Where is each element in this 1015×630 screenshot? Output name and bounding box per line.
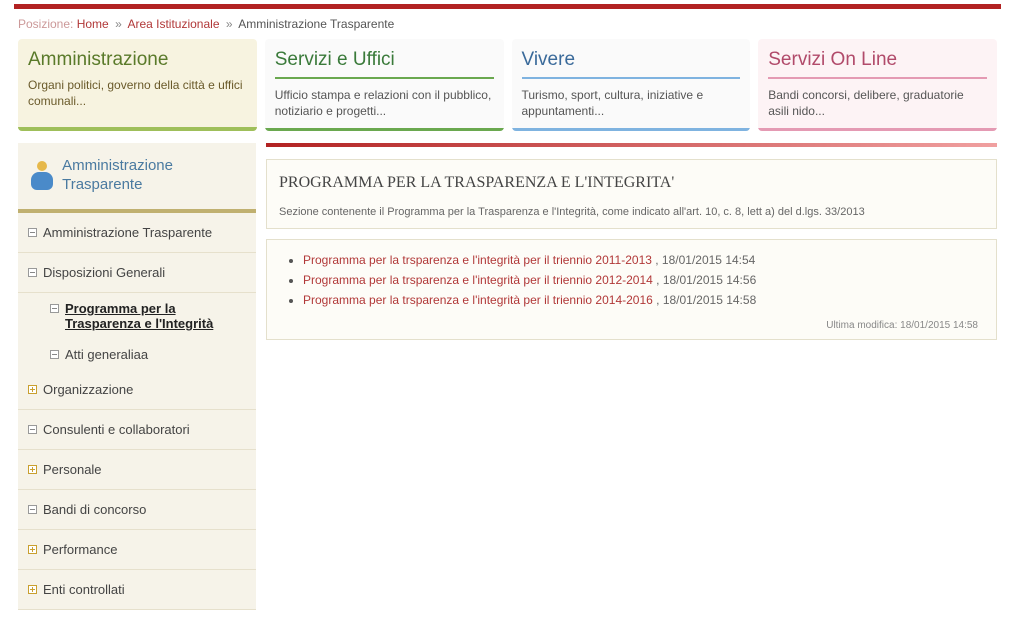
card-body: Ufficio stampa e relazioni con il pubbli… bbox=[275, 87, 494, 119]
sidebar-subitem[interactable]: Atti generaliaa bbox=[44, 339, 256, 370]
content-header-box: PROGRAMMA PER LA TRASPARENZA E L'INTEGRI… bbox=[266, 159, 997, 229]
page-description: Sezione contenente il Programma per la T… bbox=[279, 206, 984, 218]
sidebar-item[interactable]: Bandi di concorso bbox=[18, 490, 256, 530]
collapse-icon[interactable] bbox=[28, 268, 37, 277]
breadcrumb-sep: » bbox=[115, 17, 122, 31]
sidebar-subitem[interactable]: Programma per la Trasparenza e l'Integri… bbox=[44, 293, 256, 339]
card-body: Turismo, sport, cultura, iniziative e ap… bbox=[522, 87, 741, 119]
document-link[interactable]: Programma per la trsparenza e l'integrit… bbox=[303, 253, 652, 267]
document-date: , 18/01/2015 14:56 bbox=[653, 273, 756, 287]
card-separator bbox=[522, 77, 741, 79]
document-link[interactable]: Programma per la trsparenza e l'integrit… bbox=[303, 273, 653, 287]
person-icon bbox=[28, 161, 54, 191]
sidebar-item-label: Enti controllati bbox=[43, 582, 125, 597]
document-link[interactable]: Programma per la trsparenza e l'integrit… bbox=[303, 293, 653, 307]
document-list: Programma per la trsparenza e l'integrit… bbox=[281, 250, 982, 310]
document-date: , 18/01/2015 14:54 bbox=[652, 253, 755, 267]
content-accent-bar bbox=[266, 143, 997, 147]
card-underline bbox=[265, 128, 504, 131]
card-underline bbox=[18, 127, 257, 131]
sidebar-item[interactable]: Disposizioni Generali bbox=[18, 253, 256, 293]
content-area: PROGRAMMA PER LA TRASPARENZA E L'INTEGRI… bbox=[266, 143, 997, 340]
sidebar-subitem-label: Programma per la Trasparenza e l'Integri… bbox=[65, 301, 250, 331]
sidebar-item-label: Organizzazione bbox=[43, 382, 133, 397]
document-item: Programma per la trsparenza e l'integrit… bbox=[303, 270, 982, 290]
expand-icon[interactable] bbox=[28, 385, 37, 394]
breadcrumb-position-label: Posizione: bbox=[18, 17, 73, 31]
sidebar-item[interactable]: Organizzazione bbox=[18, 370, 256, 410]
card-vivere[interactable]: Vivere Turismo, sport, cultura, iniziati… bbox=[512, 39, 751, 131]
sidebar-item[interactable]: Personale bbox=[18, 450, 256, 490]
sidebar-item[interactable]: Performance bbox=[18, 530, 256, 570]
card-body: Bandi concorsi, delibere, graduatorie as… bbox=[768, 87, 987, 119]
sidebar-subitem-label: Atti generaliaa bbox=[65, 347, 148, 362]
breadcrumb-current: Amministrazione Trasparente bbox=[238, 17, 394, 31]
breadcrumb-area[interactable]: Area Istituzionale bbox=[127, 17, 219, 31]
sidebar-item-label: Disposizioni Generali bbox=[43, 265, 165, 280]
sidebar-item-label: Amministrazione Trasparente bbox=[43, 225, 212, 240]
breadcrumb-home[interactable]: Home bbox=[77, 17, 109, 31]
breadcrumb: Posizione: Home » Area Istituzionale » A… bbox=[0, 9, 1015, 39]
last-modified: Ultima modifica: 18/01/2015 14:58 bbox=[281, 310, 982, 333]
card-servizi[interactable]: Servizi e Uffici Ufficio stampa e relazi… bbox=[265, 39, 504, 131]
page-title: PROGRAMMA PER LA TRASPARENZA E L'INTEGRI… bbox=[279, 174, 984, 192]
collapse-icon[interactable] bbox=[50, 350, 59, 359]
card-body: Organi politici, governo della città e u… bbox=[28, 77, 247, 109]
card-title: Servizi On Line bbox=[768, 49, 987, 71]
card-separator bbox=[275, 77, 494, 79]
card-title: Amministrazione bbox=[28, 49, 247, 71]
card-underline bbox=[758, 128, 997, 131]
sidebar-item[interactable]: Amministrazione Trasparente bbox=[18, 213, 256, 253]
expand-icon[interactable] bbox=[28, 465, 37, 474]
sidebar-item-label: Consulenti e collaboratori bbox=[43, 422, 190, 437]
sidebar-header: Amministrazione Trasparente bbox=[18, 143, 256, 213]
expand-icon[interactable] bbox=[28, 585, 37, 594]
document-item: Programma per la trsparenza e l'integrit… bbox=[303, 250, 982, 270]
card-servizi-online[interactable]: Servizi On Line Bandi concorsi, delibere… bbox=[758, 39, 997, 131]
main-row: Amministrazione Trasparente Amministrazi… bbox=[0, 143, 1015, 610]
sidebar-subgroup: Programma per la Trasparenza e l'Integri… bbox=[18, 293, 256, 370]
expand-icon[interactable] bbox=[28, 545, 37, 554]
sidebar-item-label: Performance bbox=[43, 542, 117, 557]
card-amministrazione[interactable]: Amministrazione Organi politici, governo… bbox=[18, 39, 257, 131]
sidebar-item[interactable]: Enti controllati bbox=[18, 570, 256, 610]
breadcrumb-sep: » bbox=[226, 17, 233, 31]
document-list-box: Programma per la trsparenza e l'integrit… bbox=[266, 239, 997, 340]
collapse-icon[interactable] bbox=[28, 228, 37, 237]
sidebar-item[interactable]: Consulenti e collaboratori bbox=[18, 410, 256, 450]
sidebar: Amministrazione Trasparente Amministrazi… bbox=[18, 143, 256, 610]
card-title: Servizi e Uffici bbox=[275, 49, 494, 71]
sidebar-item-label: Bandi di concorso bbox=[43, 502, 146, 517]
card-title: Vivere bbox=[522, 49, 741, 71]
collapse-icon[interactable] bbox=[50, 304, 59, 313]
collapse-icon[interactable] bbox=[28, 425, 37, 434]
sidebar-title: Amministrazione Trasparente bbox=[62, 157, 244, 195]
nav-card-row: Amministrazione Organi politici, governo… bbox=[0, 39, 1015, 143]
document-item: Programma per la trsparenza e l'integrit… bbox=[303, 290, 982, 310]
sidebar-item-label: Personale bbox=[43, 462, 102, 477]
document-date: , 18/01/2015 14:58 bbox=[653, 293, 756, 307]
collapse-icon[interactable] bbox=[28, 505, 37, 514]
card-separator bbox=[768, 77, 987, 79]
card-underline bbox=[512, 128, 751, 131]
